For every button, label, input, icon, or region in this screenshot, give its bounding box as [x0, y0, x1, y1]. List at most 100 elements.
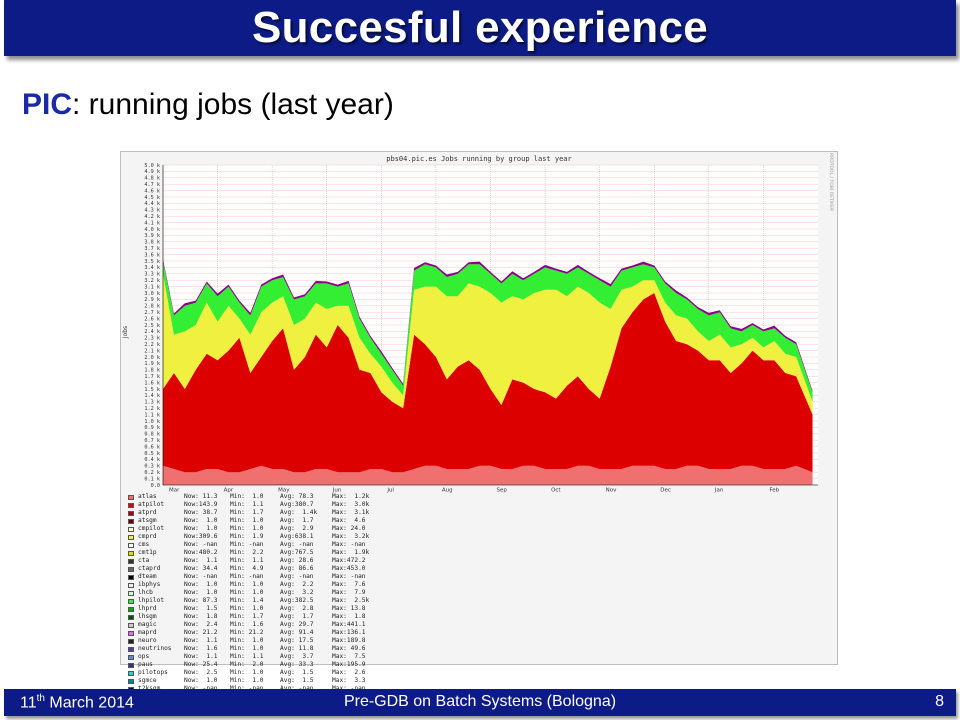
- legend-entry-dteam: dteam Now: -nan Min: -nan Avg: -nan Max: -na…: [128, 573, 428, 581]
- y-tick-label: 1.9 k: [144, 361, 160, 367]
- legend-entry-cmt1p: cmt1p Now:480.2 Min: 2.2 Avg:767.5 Max: 1.9k: [128, 549, 428, 557]
- y-tick-label: 0.0: [151, 483, 160, 489]
- y-axis-label: Jobs: [122, 326, 129, 339]
- legend-c2: Min: 2.2: [230, 549, 264, 557]
- legend-c2: Min: 1.0: [230, 525, 264, 533]
- legend-c3: Avg:382.5: [280, 597, 314, 605]
- legend-c4: Max: -nan: [332, 685, 382, 693]
- graph-image: pbs04.pic.es Jobs running by group last …: [120, 151, 838, 665]
- y-tick-label: 2.5 k: [144, 323, 160, 329]
- y-tick-label: 1.4 k: [144, 393, 160, 399]
- legend-c4: Max: 1.9k: [332, 549, 370, 557]
- legend-c1: Now:309.6: [184, 533, 218, 541]
- legend-c4: Max:441.1: [332, 621, 366, 629]
- legend-c3: Avg: 2.9: [280, 525, 314, 533]
- rrdtool-credit: RRDTOOL / TOBI OETIKER: [828, 153, 834, 211]
- y-tick-label: 0.9 k: [144, 425, 160, 431]
- legend-c3: Avg:380.7: [280, 501, 314, 509]
- legend-c2: Min: 1.1: [230, 557, 264, 565]
- legend-nm: atprd: [138, 509, 157, 517]
- footer-date: 11th March 2014: [20, 693, 134, 712]
- x-tick-labels: Mar Apr May Jun Jul Aug Sep Oct Nov Dec Jan Feb: [163, 484, 818, 494]
- y-tick-label: 0.6 k: [144, 444, 160, 450]
- y-tick-label: 1.1 k: [144, 412, 160, 418]
- legend-c2: Min: 1.0: [230, 677, 264, 685]
- legend-c1: Now:143.9: [184, 501, 218, 509]
- legend-c3: Avg:767.5: [280, 549, 314, 557]
- legend-swatch: [128, 558, 134, 564]
- legend-c1: Now: 1.0: [184, 677, 218, 685]
- legend-c4: Max: 24.0: [332, 525, 366, 533]
- legend-swatch: [128, 614, 134, 620]
- y-tick-label: 2.7 k: [144, 310, 160, 316]
- legend-c4: Max:472.2: [332, 557, 366, 565]
- legend-c4: Max: 7.6: [332, 581, 366, 589]
- legend-c1: Now: 1.0: [184, 525, 218, 533]
- legend-swatch: [128, 534, 134, 540]
- legend-c4: Max: 3.3: [332, 677, 366, 685]
- legend-c2: Min: 1.7: [230, 509, 264, 517]
- legend-entry-magic: magic Now: 2.4 Min: 1.6 Avg: 29.7 Max:441.1: [128, 621, 428, 629]
- y-tick-label: 4.0 k: [144, 227, 160, 233]
- y-tick-label: 3.4 k: [144, 265, 160, 271]
- legend-c4: Max: 7.5: [332, 653, 366, 661]
- legend-c1: Now: 38.7: [184, 509, 218, 517]
- legend-c3: Avg:638.1: [280, 533, 314, 541]
- legend-nm: cmpilot: [138, 525, 165, 533]
- x-tick-label: Feb: [769, 488, 779, 494]
- y-tick-label: 2.1 k: [144, 348, 160, 354]
- legend-entry-cmprd: cmprd Now:309.6 Min: 1.9 Avg:638.1 Max: 3.2k: [128, 533, 428, 541]
- legend-c2: Min: 1.0: [230, 669, 264, 677]
- y-tick-label: 3.5 k: [144, 259, 160, 265]
- legend-swatch: [128, 510, 134, 516]
- footer-event: Pre-GDB on Batch Systems (Bologna): [343, 693, 617, 710]
- y-tick-label: 3.8 k: [144, 240, 160, 246]
- legend-c1: Now: 1.6: [184, 645, 218, 653]
- y-tick-label: 3.9 k: [144, 233, 160, 239]
- legend-c2: Min: -nan: [230, 685, 280, 693]
- y-tick-label: 4.2 k: [144, 214, 160, 220]
- legend-c1: Now: 1.8: [184, 613, 218, 621]
- legend-c4: Max: 2.6: [332, 669, 366, 677]
- legend-c4: Max: 2.5k: [332, 597, 370, 605]
- legend-entry-atsgm: atsgm Now: 1.0 Min: 1.0 Avg: 1.7 Max: 4.6: [128, 517, 428, 525]
- y-tick-label: 3.0 k: [144, 291, 160, 297]
- legend-swatch: [128, 630, 134, 636]
- legend-nm: neuro: [138, 637, 157, 645]
- x-tick-label: Mar: [169, 488, 180, 494]
- y-tick-label: 0.4 k: [144, 457, 160, 463]
- y-tick-label: 4.1 k: [144, 220, 160, 226]
- legend-c2: Min: 1.0: [230, 645, 264, 653]
- legend-c3: Avg: 1.7: [280, 613, 314, 621]
- y-tick-label: 0.2 k: [144, 470, 160, 476]
- x-tick-label: Nov: [606, 488, 617, 494]
- legend-c1: Now: 1.1: [184, 637, 218, 645]
- legend-nm: paus: [138, 661, 153, 669]
- legend-swatch: [128, 526, 134, 532]
- legend-c2: Min: 4.9: [230, 565, 264, 573]
- legend-c2: Min: 2.0: [230, 661, 264, 669]
- legend-c4: Max: -nan: [332, 573, 366, 581]
- slide-title: Succesful experience: [251, 3, 708, 52]
- legend-c1: Now: 2.4: [184, 621, 218, 629]
- legend-c4: Max:189.8: [332, 637, 366, 645]
- x-tick-label: Sep: [497, 488, 508, 494]
- legend-swatch: [128, 598, 134, 604]
- legend-c2: Min: 1.6: [230, 621, 264, 629]
- legend-swatch: [128, 542, 134, 548]
- legend-nm: sgmce: [138, 677, 157, 685]
- y-tick-label: 1.3 k: [144, 400, 160, 406]
- legend-c3: Avg: 28.6: [280, 557, 314, 565]
- legend-c3: Avg: 17.5: [280, 637, 314, 645]
- page-number: 8: [935, 693, 944, 710]
- legend-entry-lhcb: lhcb Now: 1.0 Min: 1.0 Avg: 3.2 Max: 7.9: [128, 589, 428, 597]
- y-tick-label: 0.8 k: [144, 432, 160, 438]
- legend-swatch: [128, 590, 134, 596]
- slide-subtitle: PIC: running jobs (last year): [22, 88, 394, 122]
- legend-c4: Max: 3.0k: [332, 501, 370, 509]
- y-tick-label: 1.8 k: [144, 368, 160, 374]
- stacked-areas: [163, 259, 813, 485]
- y-tick-label: 4.4 k: [144, 201, 160, 207]
- legend-c2: Min: 1.0: [230, 589, 264, 597]
- y-tick-label: 0.3 k: [144, 464, 160, 470]
